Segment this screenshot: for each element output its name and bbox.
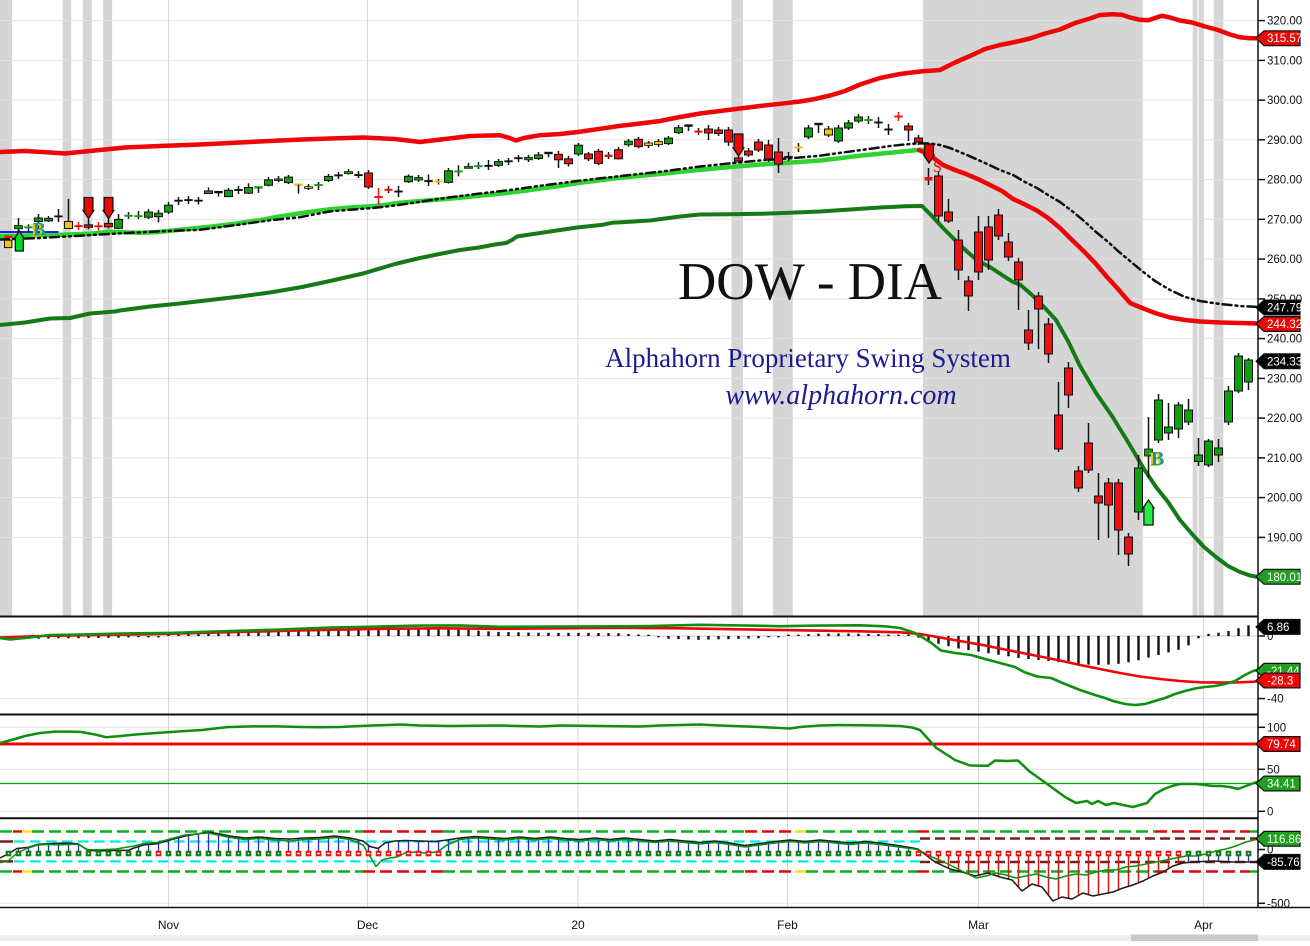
svg-text:B: B (1151, 448, 1164, 470)
svg-text:260.00: 260.00 (1267, 254, 1302, 266)
svg-text:230.00: 230.00 (1267, 373, 1302, 385)
svg-text:280.00: 280.00 (1267, 175, 1302, 187)
svg-text:6.86: 6.86 (1267, 622, 1289, 634)
svg-text:B: B (33, 220, 46, 241)
svg-text:190.00: 190.00 (1267, 532, 1302, 544)
svg-text:290.00: 290.00 (1267, 135, 1302, 147)
svg-text:-85.76: -85.76 (1267, 857, 1300, 869)
svg-text:210.00: 210.00 (1267, 453, 1302, 465)
svg-text:Dec: Dec (357, 918, 378, 932)
svg-text:34.41: 34.41 (1267, 779, 1296, 791)
svg-text:Feb: Feb (777, 918, 798, 932)
svg-text:-40: -40 (1267, 694, 1284, 706)
svg-text:320.00: 320.00 (1267, 16, 1302, 28)
svg-text:0: 0 (1267, 631, 1273, 643)
svg-text:270.00: 270.00 (1267, 214, 1302, 226)
svg-text:247.79: 247.79 (1267, 303, 1302, 315)
svg-text:B: B (1149, 449, 1162, 471)
svg-text:180.01: 180.01 (1267, 572, 1302, 584)
svg-text:Alphahorn Proprietary Swing Sy: Alphahorn Proprietary Swing System (605, 343, 1011, 373)
svg-text:B: B (31, 221, 44, 242)
svg-text:Apr: Apr (1194, 918, 1213, 932)
svg-text:www.alphahorn.com: www.alphahorn.com (725, 380, 956, 411)
svg-text:200.00: 200.00 (1267, 493, 1302, 505)
svg-text:Mar: Mar (968, 918, 989, 932)
svg-text:DOW - DIA: DOW - DIA (678, 253, 942, 311)
svg-text:0: 0 (1267, 806, 1273, 818)
svg-text:79.74: 79.74 (1267, 739, 1296, 751)
svg-text:315.57: 315.57 (1267, 33, 1302, 45)
svg-text:100: 100 (1267, 722, 1286, 734)
svg-text:50: 50 (1267, 764, 1280, 776)
svg-text:220.00: 220.00 (1267, 413, 1302, 425)
svg-text:310.00: 310.00 (1267, 55, 1302, 67)
svg-text:234.33: 234.33 (1267, 356, 1302, 368)
svg-text:244.32: 244.32 (1267, 319, 1302, 331)
svg-text:20: 20 (571, 918, 585, 932)
svg-text:0: 0 (1267, 845, 1273, 857)
svg-text:116.86: 116.86 (1267, 834, 1301, 846)
svg-text:S: S (933, 159, 942, 176)
svg-text:300.00: 300.00 (1267, 95, 1302, 107)
svg-text:Nov: Nov (158, 918, 179, 932)
svg-text:240.00: 240.00 (1267, 334, 1302, 346)
svg-text:-28.3: -28.3 (1267, 676, 1293, 688)
svg-text:-500: -500 (1267, 898, 1290, 910)
